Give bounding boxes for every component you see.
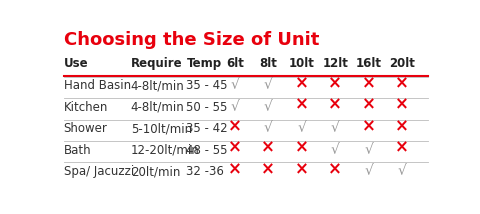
Text: 35 - 42: 35 - 42 <box>186 122 228 135</box>
Text: √: √ <box>298 121 306 135</box>
Text: ×: × <box>396 96 409 114</box>
Text: ×: × <box>295 139 309 157</box>
Text: 16lt: 16lt <box>356 57 382 70</box>
Text: 50 - 55: 50 - 55 <box>186 101 228 114</box>
Text: ×: × <box>328 96 342 114</box>
Text: 20lt/min: 20lt/min <box>131 165 180 178</box>
Text: ×: × <box>228 160 242 178</box>
Text: Require: Require <box>131 57 182 70</box>
Text: √: √ <box>230 100 239 114</box>
Text: ×: × <box>228 139 242 157</box>
Text: Shower: Shower <box>64 122 108 135</box>
Text: ×: × <box>396 139 409 157</box>
Text: ×: × <box>328 160 342 178</box>
Text: 32 -36: 32 -36 <box>186 165 224 178</box>
Text: ×: × <box>362 74 376 92</box>
Text: 6lt: 6lt <box>226 57 244 70</box>
Text: ×: × <box>228 117 242 135</box>
Text: ×: × <box>396 74 409 92</box>
Text: 35 - 45: 35 - 45 <box>186 79 228 92</box>
Text: √: √ <box>230 78 239 92</box>
Text: √: √ <box>398 164 407 178</box>
Text: ×: × <box>362 96 376 114</box>
Text: ×: × <box>262 160 275 178</box>
Text: 12-20lt/min: 12-20lt/min <box>131 144 199 157</box>
Text: 10lt: 10lt <box>289 57 315 70</box>
Text: Choosing the Size of Unit: Choosing the Size of Unit <box>64 31 319 49</box>
Text: Spa/ Jacuzzi: Spa/ Jacuzzi <box>64 165 134 178</box>
Text: 4-8lt/min: 4-8lt/min <box>131 101 184 114</box>
Text: ×: × <box>362 117 376 135</box>
Text: 8lt: 8lt <box>259 57 277 70</box>
Text: 48 - 55: 48 - 55 <box>186 144 228 157</box>
Text: ×: × <box>396 117 409 135</box>
Text: 4-8lt/min: 4-8lt/min <box>131 79 184 92</box>
Text: √: √ <box>264 78 273 92</box>
Text: √: √ <box>331 121 340 135</box>
Text: ×: × <box>295 160 309 178</box>
Text: √: √ <box>364 143 373 157</box>
Text: 5-10lt/min: 5-10lt/min <box>131 122 192 135</box>
Text: Use: Use <box>64 57 88 70</box>
Text: 20lt: 20lt <box>389 57 415 70</box>
Text: ×: × <box>295 96 309 114</box>
Text: √: √ <box>264 100 273 114</box>
Text: ×: × <box>262 139 275 157</box>
Text: ×: × <box>328 74 342 92</box>
Text: 12lt: 12lt <box>323 57 348 70</box>
Text: Bath: Bath <box>64 144 91 157</box>
Text: ×: × <box>295 74 309 92</box>
Text: Temp: Temp <box>186 57 222 70</box>
Text: √: √ <box>264 121 273 135</box>
Text: Kitchen: Kitchen <box>64 101 108 114</box>
Text: √: √ <box>331 143 340 157</box>
Text: √: √ <box>364 164 373 178</box>
Text: Hand Basin: Hand Basin <box>64 79 131 92</box>
